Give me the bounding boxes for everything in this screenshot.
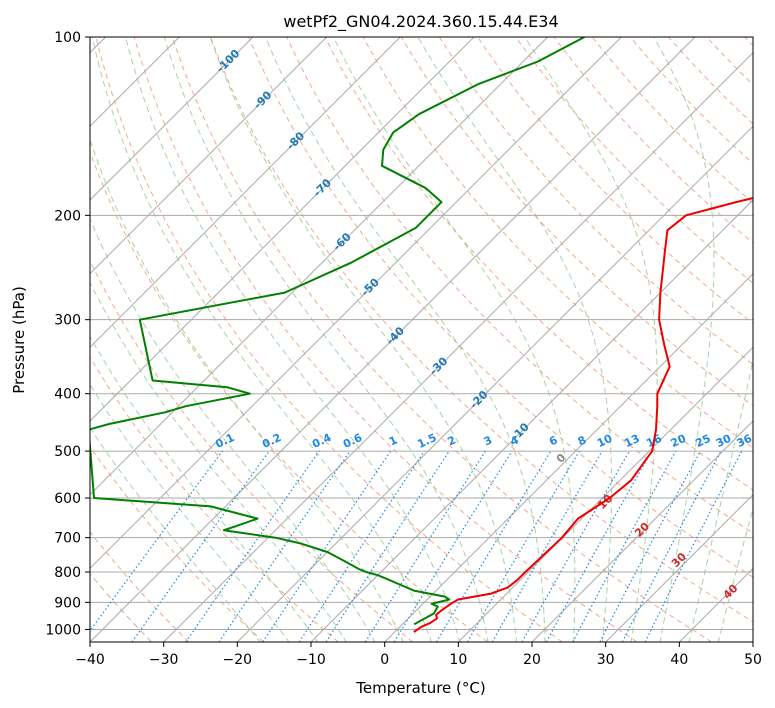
y-tick-label: 1000: [45, 622, 81, 638]
mixing-ratio-line: [572, 450, 677, 642]
moist-adiabat-line: [209, 37, 518, 642]
mixing-ratio-line: [325, 450, 450, 642]
background-lines: [90, 37, 753, 642]
sounding-series: [90, 37, 753, 633]
moist-adiabat-line: [125, 37, 461, 642]
mixing-ratio-line: [393, 450, 513, 642]
mixing-ratio-line: [131, 450, 270, 642]
x-tick-label: −30: [149, 652, 179, 668]
moist-adiabat-line: [524, 37, 658, 642]
mixing-ratio-label: 25: [693, 432, 712, 450]
dry-adiabat-line: [90, 531, 190, 642]
mixing-ratio-label: 20: [669, 432, 689, 450]
y-tick-label: 400: [54, 387, 81, 403]
isotherm-line: [163, 51, 753, 642]
isotherm-line: [90, 37, 549, 496]
y-tick-label: 500: [54, 444, 81, 460]
isotherm-line: [90, 37, 254, 201]
mixing-ratio-label: 36: [735, 432, 755, 450]
y-tick-label: 200: [54, 208, 81, 224]
x-tick-label: 40: [670, 652, 688, 668]
y-tick-label: 800: [54, 565, 81, 581]
isotherm-line: [605, 493, 753, 642]
moist-adiabat-line: [688, 358, 753, 642]
mixing-ratio-label: 10: [595, 432, 615, 450]
mixing-ratio-line: [491, 450, 603, 642]
isotherm-line: [90, 37, 622, 570]
moist-adiabat-line: [90, 217, 376, 642]
isotherm-line: [310, 199, 753, 642]
y-tick-label: 100: [54, 30, 81, 46]
moist-adiabat-line: [265, 37, 546, 642]
dry-adiabat-line: [90, 355, 339, 642]
axes: −40 −30 −20 −10 0 10 20 30 40 50 100 200 300 400 500 60…: [45, 30, 762, 668]
isotherm-line: [90, 37, 696, 642]
series-line-red: [413, 197, 753, 633]
moist-adiabat-line: [91, 37, 432, 642]
mixing-ratio-line: [90, 450, 223, 632]
isotherm-line: [531, 420, 753, 642]
mixing-ratio-line: [466, 450, 580, 642]
isotherm-line: [90, 37, 475, 422]
x-axis-label: Temperature (°C): [355, 679, 485, 697]
x-tick-label: 50: [744, 652, 762, 668]
x-tick-label: −10: [296, 652, 326, 668]
dry-adiabat-line: [248, 37, 753, 578]
y-tick-label: 700: [54, 531, 81, 547]
mixing-ratio-label: 30: [714, 432, 734, 450]
mixing-ratio-label: 13: [622, 432, 641, 450]
x-tick-label: 20: [523, 652, 541, 668]
x-tick-label: −20: [223, 652, 253, 668]
chart-title: wetPf2_GN04.2024.360.15.44.E34: [283, 12, 558, 32]
plot-frame: [89, 36, 754, 643]
mixing-ratio-line: [364, 450, 486, 642]
mixing-ratio-line: [218, 450, 351, 642]
isotherm-line: [384, 272, 753, 642]
isotherm-line: [90, 37, 328, 275]
y-tick-label: 900: [54, 595, 81, 611]
dry-adiabat-line: [90, 259, 414, 642]
dry-adiabat-line: [210, 37, 753, 623]
moist-adiabat-line: [717, 506, 753, 642]
dry-adiabat-line: [286, 37, 753, 534]
plot-background: [90, 37, 753, 642]
isotherm-line: [236, 125, 753, 642]
x-tick-label: 10: [449, 652, 467, 668]
moist-adiabat-line: [90, 281, 347, 642]
x-tick-label: −40: [75, 652, 105, 668]
series-line-green: [90, 37, 585, 626]
moist-adiabat-line: [332, 37, 576, 642]
mixing-ratio-line: [435, 450, 552, 642]
y-tick-label: 300: [54, 313, 81, 329]
moist-adiabat-line: [90, 138, 404, 642]
moist-adiabat-line: [653, 37, 715, 642]
mixing-ratio-line: [545, 450, 653, 642]
moist-adiabat-line: [90, 335, 319, 642]
moist-adiabat-line: [163, 37, 489, 642]
dry-adiabat-line: [438, 37, 753, 365]
isotherm-line: [90, 37, 401, 349]
mixing-ratio-line: [521, 450, 631, 642]
dry-adiabat-line: [324, 37, 753, 491]
x-tick-label: 30: [597, 652, 615, 668]
y-tick-label: 600: [54, 491, 81, 507]
mixing-ratio-line: [185, 450, 320, 642]
dry-adiabat-line: [400, 37, 753, 407]
dry-adiabat-line: [95, 37, 563, 642]
dry-adiabat-line: [133, 37, 638, 642]
y-axis-label: Pressure (hPa): [10, 286, 28, 394]
x-tick-label: 0: [380, 652, 389, 668]
